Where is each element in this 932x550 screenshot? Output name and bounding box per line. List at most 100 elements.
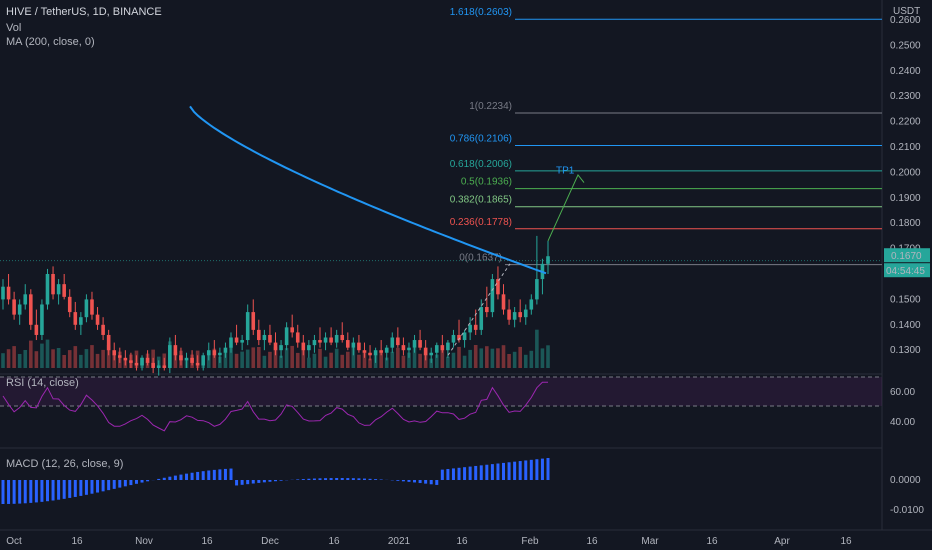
candle-body — [535, 279, 539, 300]
volume-bar — [507, 354, 511, 368]
volume-bar — [340, 354, 345, 368]
candle-body — [73, 312, 78, 325]
macd-hist-bar — [457, 467, 461, 480]
volume-bar — [496, 348, 500, 368]
macd-tick-label: -0.0100 — [890, 505, 924, 516]
candle-body — [290, 327, 294, 333]
macd-legend[interactable]: MACD (12, 26, close, 9) — [6, 458, 124, 470]
volume-bar — [462, 355, 467, 368]
candle-body — [457, 334, 461, 341]
volume-bar — [34, 351, 39, 368]
fib-label: 0.5(0.1936) — [461, 177, 512, 188]
macd-hist-bar — [268, 480, 272, 482]
last-price-badge — [884, 248, 930, 263]
volume-bar — [40, 343, 44, 368]
candle-body — [218, 352, 222, 356]
volume-bar — [6, 349, 11, 368]
candle-body — [84, 299, 89, 318]
volume-bar — [318, 348, 322, 368]
candle-body — [156, 365, 161, 368]
macd-hist-bar — [424, 480, 428, 484]
candle-body — [384, 347, 389, 353]
volume-bar — [312, 353, 317, 368]
macd-hist-bar — [45, 480, 49, 502]
macd-hist-bar — [479, 465, 483, 480]
candle-body — [251, 312, 256, 330]
candle-body — [273, 342, 278, 351]
macd-hist-bar — [257, 480, 261, 483]
time-tick-label: Feb — [521, 536, 539, 547]
price-tick-label: 0.1500 — [890, 294, 921, 305]
volume-bar — [473, 345, 478, 368]
volume-bar — [329, 352, 333, 368]
candle-body — [45, 274, 50, 305]
candle-body — [318, 340, 322, 343]
volume-bar — [429, 358, 434, 368]
macd-hist-bar — [162, 477, 166, 480]
volume-bar — [479, 348, 484, 368]
candle-body — [473, 324, 478, 330]
price-tick-label: 0.2400 — [890, 66, 921, 77]
volume-bar — [23, 350, 28, 368]
volume-bar — [1, 353, 5, 368]
symbol-legend[interactable]: HIVE / TetherUS, 1D, BINANCE — [6, 6, 162, 18]
macd-hist-bar — [251, 480, 255, 484]
candle-body — [379, 350, 383, 353]
macd-hist-bar — [34, 480, 38, 503]
time-tick-label: 16 — [328, 536, 340, 547]
macd-hist-bar — [507, 462, 511, 480]
candle-body — [446, 342, 450, 351]
last-price-text: 0.1670 — [891, 251, 922, 262]
macd-hist-bar — [468, 466, 472, 480]
ma-line — [189, 105, 547, 275]
time-axis[interactable]: Oct 16 Nov 16 Dec 16 2021 16 Feb 16 Mar 16 Apr 16 — [6, 536, 852, 547]
currency-label: USDT — [893, 6, 920, 17]
volume-bar — [523, 354, 528, 368]
volume-bar — [223, 352, 228, 368]
time-tick-label: Oct — [6, 536, 22, 547]
volume-bar — [362, 351, 367, 368]
volume-bar — [257, 347, 261, 368]
macd-hist-bar — [240, 480, 244, 485]
candle-body — [117, 355, 122, 358]
macd-hist-bar — [18, 480, 22, 504]
macd-hist-bar — [485, 464, 489, 480]
candle-body — [546, 256, 550, 264]
price-tick-label: 0.1900 — [890, 193, 921, 204]
macd-hist-bar — [90, 480, 94, 494]
fib-label: 0.618(0.2006) — [450, 159, 512, 170]
candle-body — [401, 345, 406, 351]
macd-hist-bar — [351, 478, 355, 480]
volume-bar — [334, 348, 339, 368]
volume-legend[interactable]: Vol — [6, 22, 22, 34]
candle-body — [451, 334, 456, 343]
volume-bar — [512, 351, 517, 368]
volume-bar — [390, 351, 395, 368]
macd-tick-label: 0.0000 — [890, 475, 921, 486]
macd-hist-bar — [435, 480, 439, 485]
volume-bar — [290, 345, 294, 368]
macd-hist-bar — [212, 469, 216, 480]
candle-body — [501, 294, 506, 310]
candle-body — [490, 279, 495, 313]
candle-body — [529, 299, 534, 310]
ma-legend[interactable]: MA (200, close, 0) — [6, 36, 95, 48]
candle-body — [485, 307, 489, 313]
candle-body — [373, 350, 378, 356]
candle-body — [123, 357, 128, 361]
volume-bar — [62, 355, 66, 368]
candle-body — [140, 357, 144, 366]
candle-body — [345, 340, 350, 348]
volume-bar — [357, 354, 361, 368]
price-tick-label: 0.2100 — [890, 142, 921, 153]
macd-hist-bar — [518, 461, 522, 480]
macd-hist-bar — [335, 478, 339, 480]
macd-hist-bar — [446, 469, 450, 480]
candle-body — [34, 324, 39, 335]
candle-body — [262, 334, 267, 341]
volume-bar — [351, 347, 356, 368]
macd-hist-bar — [96, 480, 100, 493]
price-axis[interactable]: 0.2600 0.2500 0.2400 0.2300 0.2200 0.2100 0.20… — [884, 6, 930, 516]
rsi-legend[interactable]: RSI (14, close) — [6, 377, 79, 389]
